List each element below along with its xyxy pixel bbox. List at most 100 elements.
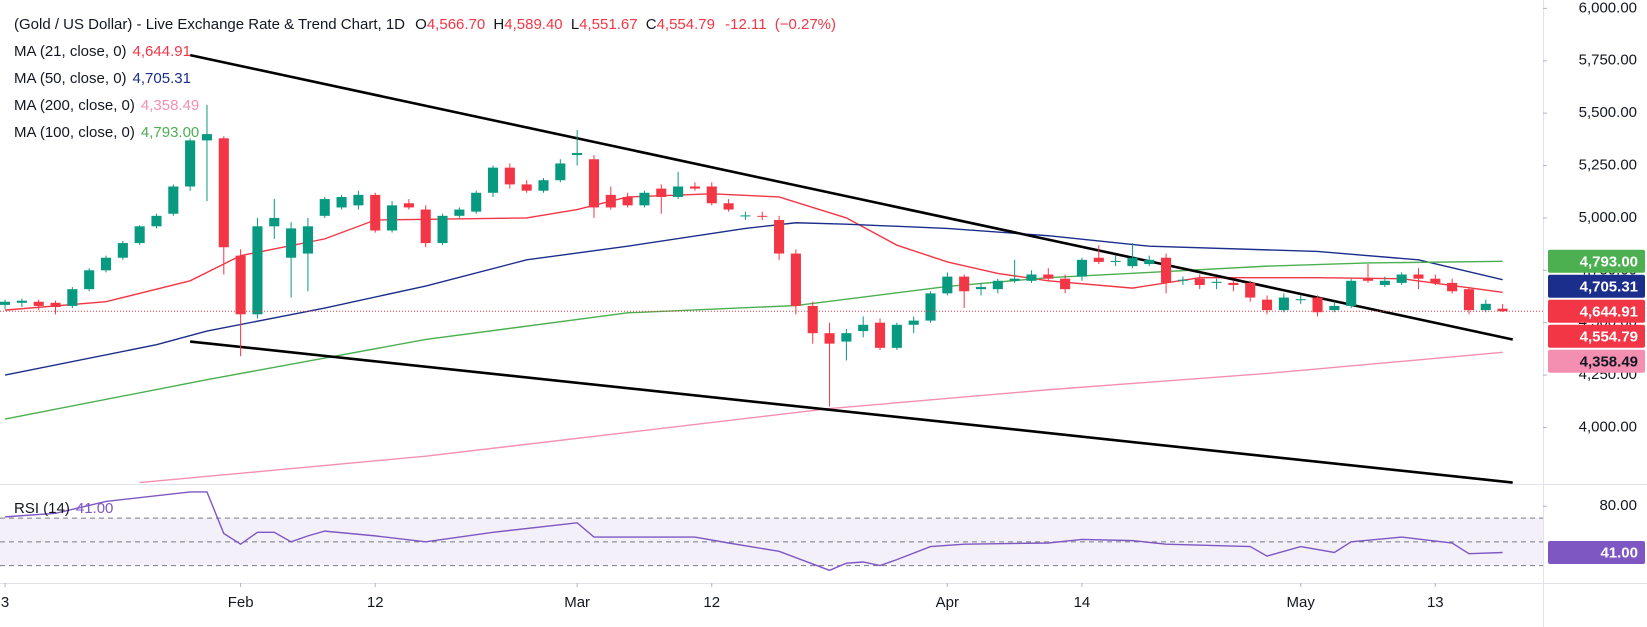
y-tick-label: 5,000.00 <box>1579 209 1637 226</box>
candle-body <box>151 215 162 227</box>
x-tick-label: Apr <box>936 594 959 611</box>
legend-entry: MA (50, close, 0) 4,705.31 <box>14 70 191 87</box>
candle-body <box>740 215 751 217</box>
price-badge-label: 41.00 <box>1600 544 1638 561</box>
candle-body <box>16 300 27 303</box>
legend-value: 4,705.31 <box>133 70 191 87</box>
candle-body <box>1161 257 1172 283</box>
price-badge <box>1548 349 1645 373</box>
candle-body <box>1278 297 1289 311</box>
candle-body <box>555 163 566 181</box>
candle-body <box>353 194 364 206</box>
ohlc-prefix: H <box>493 16 504 33</box>
candle-body <box>403 203 414 208</box>
legend-value: 4,793.00 <box>141 124 199 141</box>
candle-body <box>336 196 347 208</box>
price-badge <box>1548 299 1645 323</box>
candle-body <box>1043 274 1054 279</box>
change-percent: (−0.27%) <box>775 16 836 33</box>
legend-entry: MA (200, close, 0) 4,358.49 <box>14 97 199 114</box>
candle-body <box>673 186 684 197</box>
candle-body <box>387 205 398 231</box>
candle-body <box>1076 259 1087 277</box>
y-tick-label: 4,000.00 <box>1579 418 1637 435</box>
rsi-line <box>5 491 1503 572</box>
price-badge-label: 4,554.79 <box>1580 328 1638 345</box>
y-tick-label: 5,250.00 <box>1579 157 1637 174</box>
legend: MA (21, close, 0) 4,644.91 MA (50, close, … <box>14 43 199 517</box>
candle-body <box>1194 278 1205 285</box>
candle-body <box>0 301 11 305</box>
candle-body <box>874 322 886 348</box>
legend-entry: RSI (14) 41.00 <box>14 500 113 517</box>
candle-body <box>1060 278 1071 290</box>
price-badge <box>1548 541 1645 564</box>
candle-body <box>975 287 987 290</box>
candle-body <box>1110 260 1121 262</box>
candle-body <box>757 215 768 217</box>
legend-value: 41.00 <box>76 500 114 517</box>
candle-body <box>437 215 448 244</box>
candle-body <box>471 192 482 212</box>
legend-name: MA (50, close, 0) <box>14 70 127 87</box>
candle-body <box>588 159 600 208</box>
candle-body <box>925 293 936 321</box>
candle-body <box>1430 278 1441 283</box>
price-badge <box>1548 324 1645 348</box>
y-tick-label: 6,000.00 <box>1579 0 1637 16</box>
candle-body <box>723 203 734 210</box>
x-tick-label: 14 <box>1074 594 1091 611</box>
candle-body <box>521 184 532 191</box>
rsi-band <box>0 518 1543 566</box>
candle-body <box>774 220 785 254</box>
moving-average-line <box>4 222 1503 376</box>
y-tick-label: 5,750.00 <box>1579 52 1637 69</box>
ohlc-value: 4,551.67 <box>579 16 637 33</box>
candle-body <box>689 186 700 189</box>
candle-body <box>1009 278 1020 281</box>
candle-body <box>319 199 330 216</box>
candle-body <box>487 167 499 193</box>
candle-body <box>1261 299 1273 311</box>
candle-body <box>168 186 179 214</box>
ohlc-prefix: L <box>571 16 579 33</box>
moving-average-line <box>4 193 1503 311</box>
price-badge-label: 4,358.49 <box>1580 353 1638 370</box>
plot-area <box>0 53 1543 572</box>
x-tick-label: 13 <box>1427 594 1444 611</box>
trendline <box>189 53 1513 341</box>
candle-body <box>807 305 818 334</box>
candle-body <box>1329 305 1340 311</box>
candle-body <box>286 228 297 258</box>
candle-body <box>134 226 145 244</box>
candle-body <box>1497 308 1508 312</box>
ohlc-value: 4,589.40 <box>504 16 562 33</box>
candle-body <box>1144 259 1155 265</box>
change: -12.11 <box>725 16 766 33</box>
candle-body <box>218 138 229 248</box>
candle-body <box>50 302 61 307</box>
price-badge-label: 4,705.31 <box>1580 278 1638 295</box>
x-tick-label: May <box>1287 594 1316 611</box>
candle-body <box>891 324 902 348</box>
candle-body <box>1295 299 1306 301</box>
x-tick-label: Feb <box>228 594 254 611</box>
x-tick-label: 12 <box>367 594 384 611</box>
candle-body <box>992 280 1003 290</box>
candle-body <box>706 186 717 204</box>
y-tick-label: 5,500.00 <box>1579 104 1637 121</box>
legend-name: MA (100, close, 0) <box>14 124 135 141</box>
candle-body <box>942 276 953 294</box>
candle-body <box>1480 303 1491 311</box>
candle-body <box>1346 280 1357 306</box>
candle-body <box>790 253 801 306</box>
price-badge <box>1548 249 1645 273</box>
ohlc-value: 4,566.70 <box>427 16 485 33</box>
candle-body <box>1093 257 1104 262</box>
ohlc-prefix: O <box>415 16 427 33</box>
x-tick-label: 12 <box>703 594 720 611</box>
candle-body <box>1211 281 1222 283</box>
candle-body <box>302 226 313 254</box>
